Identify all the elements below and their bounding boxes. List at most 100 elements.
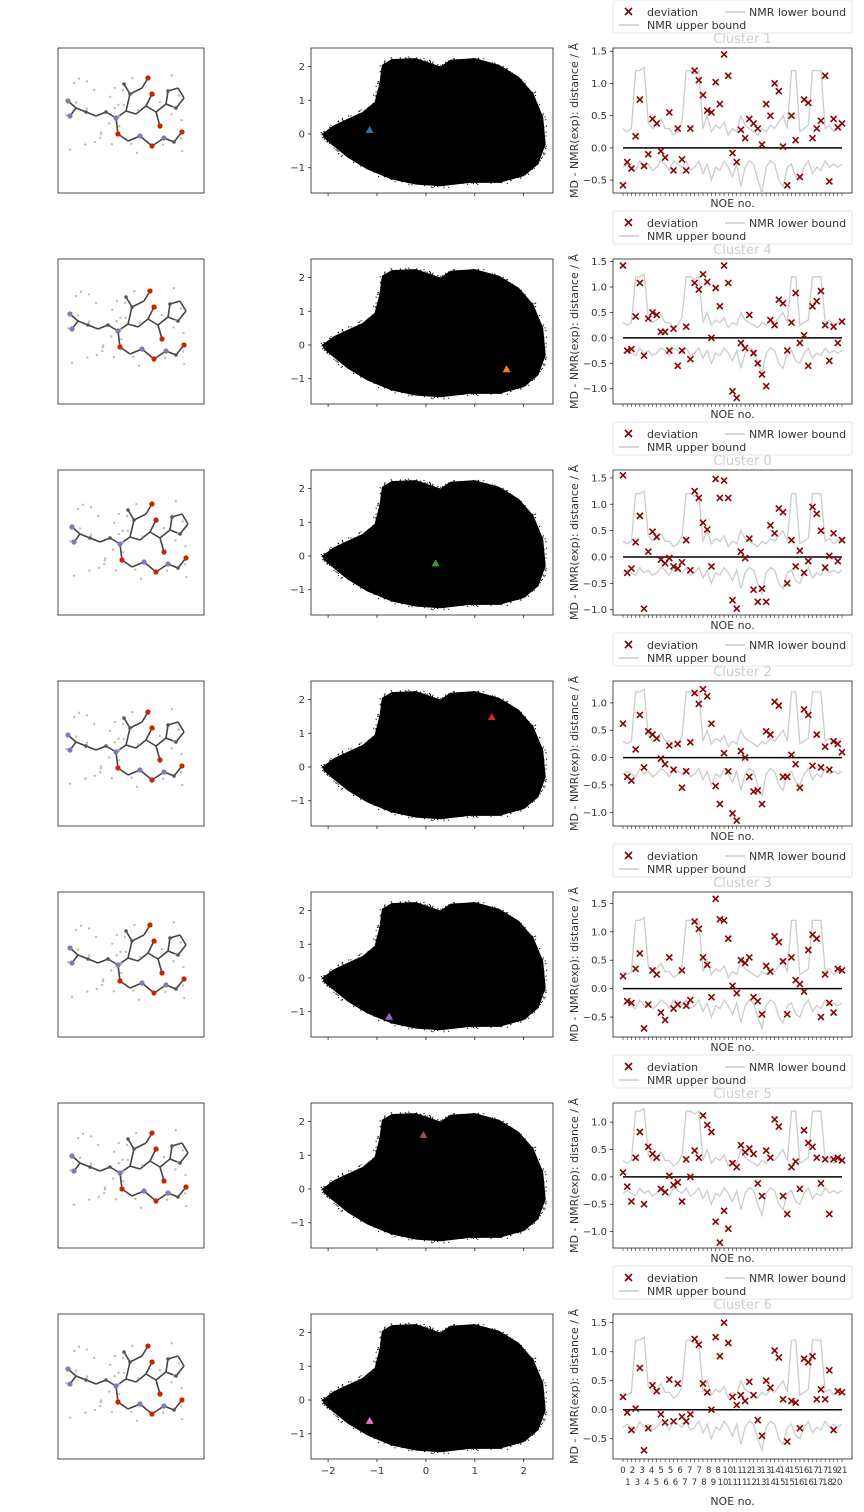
pca-point — [405, 1025, 407, 1027]
molecule-hydrogen — [184, 544, 187, 548]
pca-point — [346, 577, 348, 579]
molecule-hydrogen — [107, 1390, 111, 1393]
pca-point — [431, 274, 433, 276]
pca-point — [429, 816, 431, 819]
cluster-marker — [431, 559, 440, 567]
molecule-hydrogen — [88, 569, 91, 572]
molecule-bond — [179, 300, 187, 312]
pca-point — [416, 1326, 419, 1328]
pca-point — [545, 758, 548, 760]
molecule-atom-N — [69, 524, 75, 530]
deviation-point — [817, 287, 825, 295]
molecule-hydrogen — [77, 711, 81, 714]
molecule-bond — [127, 509, 135, 521]
pca-point — [534, 1009, 536, 1011]
pca-point — [423, 690, 425, 693]
deviation-point — [699, 1380, 707, 1388]
molecule-hydrogen — [158, 100, 162, 104]
pca-point — [483, 269, 485, 271]
pca-point — [531, 1363, 533, 1365]
pca-point — [320, 764, 322, 767]
noe-ytick-label: −0.5 — [583, 1434, 607, 1445]
pca-point — [384, 907, 386, 909]
pca-point — [368, 740, 370, 742]
pca-point — [456, 904, 458, 906]
molecule-bond — [125, 727, 131, 746]
pca-point — [334, 567, 336, 570]
noe-ytick-label: 0.5 — [591, 1376, 607, 1387]
molecule-bond — [125, 1378, 137, 1383]
pca-point — [407, 1448, 409, 1450]
pca-point — [462, 393, 464, 396]
pca-ytick-label: 1 — [299, 1151, 305, 1162]
noe-ytick-label: 1.0 — [591, 79, 607, 90]
pca-point — [534, 728, 537, 730]
deviation-point — [830, 323, 838, 331]
molecule-hydrogen — [122, 1180, 125, 1183]
deviation-point — [627, 345, 635, 353]
pca-point — [541, 156, 544, 158]
noe-ytick-label: 1.0 — [591, 500, 607, 511]
pca-point — [545, 1190, 547, 1192]
pca-xtick-label: 2 — [520, 1466, 526, 1477]
deviation-point — [665, 554, 673, 562]
pca-point — [456, 482, 458, 484]
deviation-point — [703, 278, 711, 286]
molecule-hydrogen — [87, 293, 91, 296]
pca-point — [510, 601, 512, 603]
molecule-bond — [165, 1358, 169, 1373]
pca-point — [391, 693, 394, 695]
pca-point — [539, 160, 541, 162]
pca-point — [325, 1397, 327, 1399]
pca-point — [511, 177, 514, 179]
pca-point — [375, 517, 378, 519]
deviation-point — [665, 1172, 673, 1180]
pca-point — [545, 570, 547, 572]
molecule-hydrogen — [183, 996, 186, 1000]
deviation-point — [695, 925, 703, 933]
pca-point — [533, 1433, 535, 1435]
pca-point — [502, 1120, 504, 1122]
molecule-hydrogen — [114, 569, 118, 572]
pca-point — [342, 752, 344, 755]
pca-point — [411, 903, 413, 905]
pca-point — [539, 371, 541, 373]
pca-point — [379, 1356, 381, 1358]
pca-point — [337, 994, 339, 997]
deviation-point — [674, 1380, 682, 1388]
molecule-hydrogen — [68, 1416, 72, 1419]
pca-point — [542, 1168, 544, 1170]
pca-point — [477, 183, 479, 185]
pca-point — [336, 149, 338, 151]
pca-point — [340, 788, 342, 790]
deviation-point — [741, 959, 749, 967]
deviation-point — [792, 136, 800, 144]
pca-point — [484, 602, 486, 605]
pca-point — [378, 504, 380, 506]
deviation-point — [762, 100, 770, 108]
molecule-hydrogen — [113, 1150, 116, 1153]
pca-point — [321, 345, 323, 347]
deviation-point — [825, 177, 833, 185]
pca-point — [352, 1002, 354, 1004]
pca-point — [522, 1440, 524, 1442]
pca-point — [334, 1200, 336, 1203]
pca-point — [544, 1404, 546, 1407]
pca-point — [535, 302, 537, 304]
pca-density-cloud — [323, 58, 546, 187]
pca-point — [352, 791, 354, 793]
pca-point — [378, 926, 380, 929]
pca-point — [358, 1376, 360, 1379]
pca-ytick-label: 2 — [299, 273, 305, 284]
pca-point — [530, 92, 532, 94]
pca-ytick-label: −1 — [290, 1429, 305, 1440]
molecule-hydrogen — [181, 783, 184, 787]
pca-point — [429, 1326, 431, 1328]
molecule-hydrogen — [161, 777, 165, 780]
pca-point — [511, 494, 514, 496]
pca-point — [445, 272, 447, 274]
molecule-atom-N — [65, 98, 71, 104]
molecule-bond — [177, 310, 187, 322]
